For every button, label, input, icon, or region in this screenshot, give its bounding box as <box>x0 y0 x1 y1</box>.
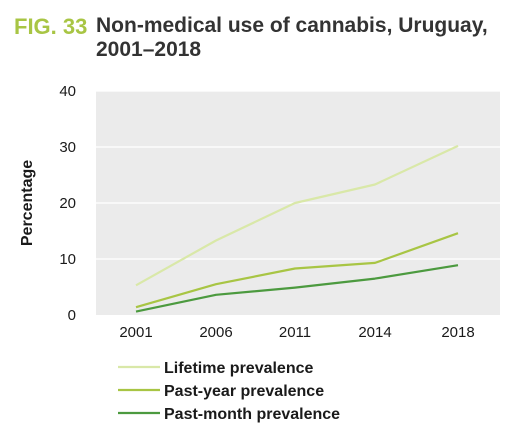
series-line-3 <box>135 264 459 313</box>
legend-label: Past-month prevalence <box>164 406 340 423</box>
y-axis-ticks: 0 10 20 30 40 <box>59 83 76 324</box>
series-lines <box>135 144 459 313</box>
y-tick-label: 30 <box>59 139 76 156</box>
y-tick-label: 0 <box>68 307 76 324</box>
y-tick-label: 10 <box>59 251 76 268</box>
legend: Lifetime prevalence Past-year prevalence P… <box>118 360 340 423</box>
grid-lines <box>96 90 500 260</box>
x-tick-label: 2011 <box>279 324 311 341</box>
y-tick-label: 20 <box>59 195 76 212</box>
x-tick-label: 2018 <box>441 324 474 341</box>
x-tick-label: 2006 <box>199 324 232 341</box>
figure-title: Non-medical use of cannabis, Uruguay, 20… <box>96 14 488 61</box>
x-tick-label: 2001 <box>119 324 152 341</box>
x-axis-ticks: 2001 2006 2011 2014 2018 <box>119 324 474 341</box>
series-line-2 <box>135 232 459 309</box>
legend-label: Lifetime prevalence <box>164 360 314 377</box>
x-tick-label: 2014 <box>358 324 391 341</box>
legend-label: Past-year prevalence <box>164 383 324 400</box>
figure-number: FIG. 33 <box>14 14 88 39</box>
series-line-1 <box>135 144 459 287</box>
y-tick-label: 40 <box>59 83 76 100</box>
y-axis-label: Percentage <box>19 160 36 246</box>
